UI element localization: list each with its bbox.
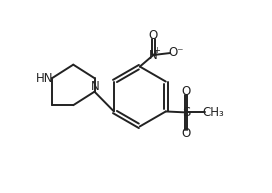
- Text: N: N: [149, 48, 158, 62]
- Text: N: N: [91, 80, 100, 93]
- Text: CH₃: CH₃: [203, 106, 224, 119]
- Text: HN: HN: [36, 72, 53, 85]
- Text: S: S: [182, 106, 190, 119]
- Text: O⁻: O⁻: [168, 46, 184, 59]
- Text: +: +: [153, 46, 160, 55]
- Text: O: O: [181, 127, 191, 140]
- Text: O: O: [181, 85, 191, 98]
- Text: O: O: [149, 29, 158, 42]
